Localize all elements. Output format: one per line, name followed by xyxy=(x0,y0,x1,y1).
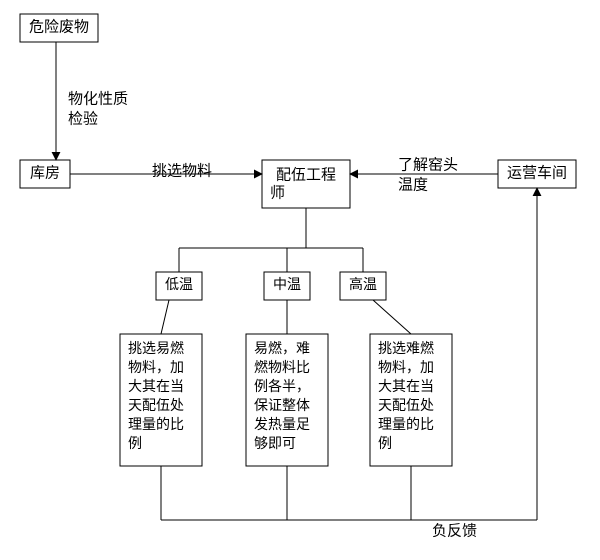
label-bLow-5: 例 xyxy=(128,436,142,452)
label-bMid-3: 保证整体 xyxy=(254,398,310,414)
label-bLow-3: 天配伍处 xyxy=(128,398,184,414)
label-bMid-1: 燃物料比 xyxy=(254,359,310,376)
label-bMid-2: 例各半， xyxy=(254,379,310,395)
label-bLow-4: 理量的比 xyxy=(128,417,184,433)
label-bMid-5: 够即可 xyxy=(254,436,296,452)
label-bHigh-0: 挑选难燃 xyxy=(378,340,434,357)
label-bHigh-1: 物料，加 xyxy=(378,360,434,376)
edge-label-2: 挑选物料 xyxy=(152,163,212,180)
edge-label-1b: 检验 xyxy=(68,111,98,128)
label-bLow-1: 物料，加 xyxy=(128,360,184,376)
label-bMid-4: 发热量足 xyxy=(254,417,310,433)
edge-high-box xyxy=(373,300,411,334)
edge-label-1a: 物化性质 xyxy=(68,91,128,108)
edge-label-3a: 了解窑头 xyxy=(398,157,458,174)
label-waste: 危险废物 xyxy=(29,18,89,35)
label-high: 高温 xyxy=(349,276,377,293)
label-bLow-2: 大其在当 xyxy=(128,379,184,395)
label-bLow-0: 挑选易燃 xyxy=(128,340,184,357)
edge-label-feedback: 负反馈 xyxy=(432,523,477,540)
label-low: 低温 xyxy=(165,277,193,293)
label-engineer-2: 师 xyxy=(270,185,285,202)
label-bHigh-3: 天配伍处 xyxy=(378,398,434,414)
label-warehouse: 库房 xyxy=(30,164,60,181)
label-bHigh-5: 例 xyxy=(378,436,392,452)
label-bHigh-4: 理量的比 xyxy=(378,417,434,433)
label-bHigh-2: 大其在当 xyxy=(378,379,434,395)
label-workshop: 运营车间 xyxy=(507,164,567,181)
label-mid: 中温 xyxy=(273,277,301,293)
label-engineer-1: 配伍工程 xyxy=(276,166,336,183)
edge-label-3b: 温度 xyxy=(398,177,428,194)
edge-low-box xyxy=(161,300,169,334)
label-bMid-0: 易燃，难 xyxy=(254,340,310,357)
